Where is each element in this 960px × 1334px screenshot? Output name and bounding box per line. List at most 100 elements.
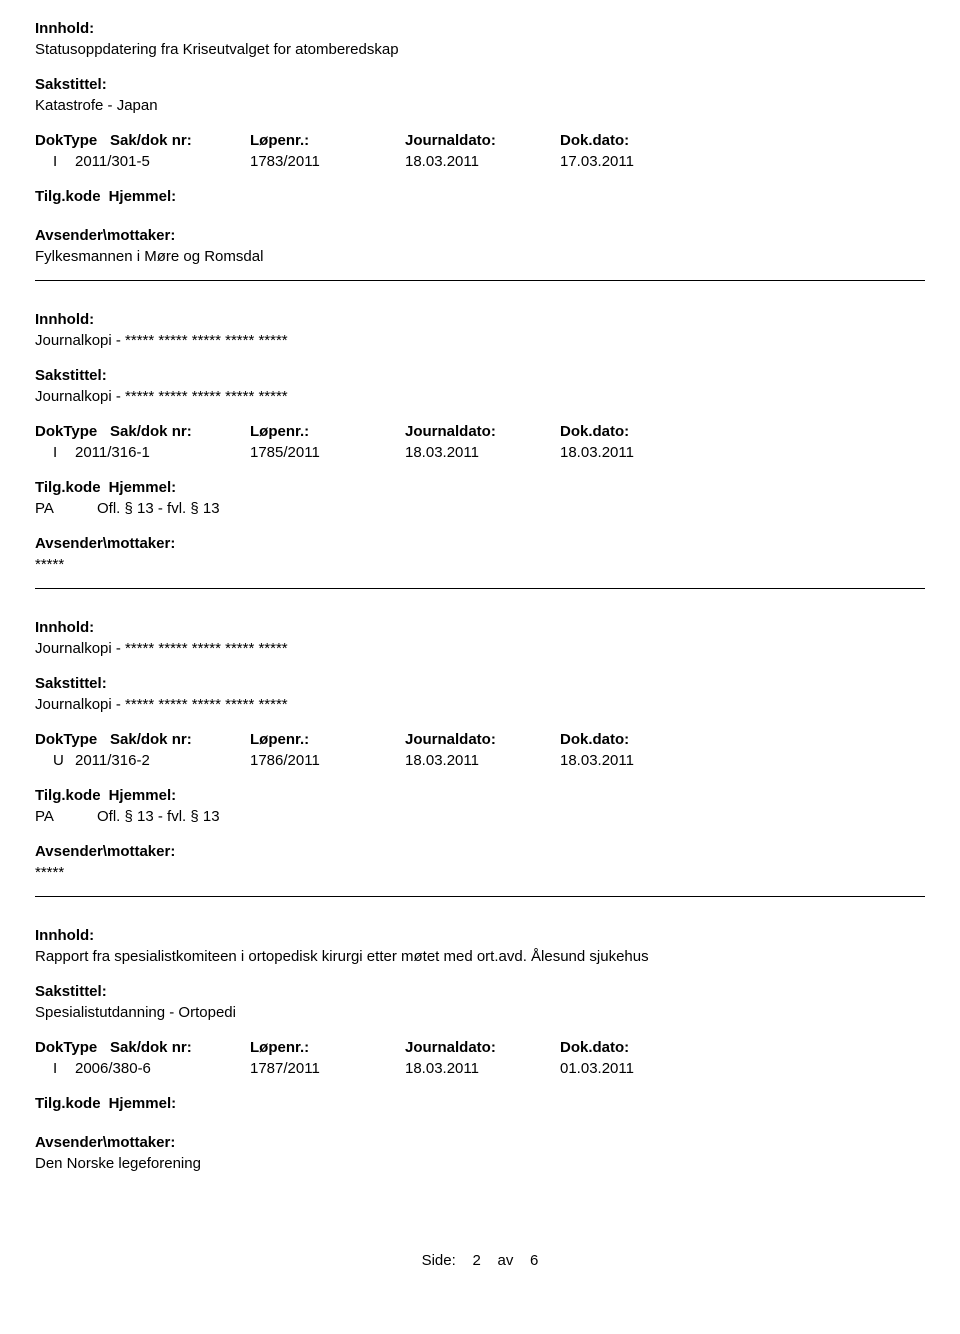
hjemmel-value: Ofl. § 13 - fvl. § 13 [97,808,220,825]
hjemmel-label: Hjemmel: [109,479,177,496]
dokdato-header: Dok.dato: [560,731,715,748]
sakstittel-label: Sakstittel: [35,367,925,384]
sakstittel-value: Journalkopi - ***** ***** ***** ***** **… [35,696,925,713]
tilgkode-label: Tilg.kode [35,188,101,205]
dokdato-value: 17.03.2011 [560,153,715,170]
avsender-label: Avsender\mottaker: [35,227,925,244]
row-headers: DokType Sak/dok nr: Løpenr.: Journaldato… [35,1039,925,1056]
lopenr-value: 1786/2011 [250,752,405,769]
divider [35,588,925,589]
lopenr-header: Løpenr.: [250,132,405,149]
doktype-header: DokType [35,731,110,748]
journaldato-value: 18.03.2011 [405,153,560,170]
row-headers: DokType Sak/dok nr: Løpenr.: Journaldato… [35,731,925,748]
page-footer: Side: 2 av 6 [35,1252,925,1269]
innhold-label: Innhold: [35,311,925,328]
sakdok-header: Sak/dok nr: [110,132,250,149]
doktype-value: I [35,1060,75,1077]
av-label: av [498,1252,514,1269]
sakdok-header: Sak/dok nr: [110,423,250,440]
avsender-label: Avsender\mottaker: [35,1134,925,1151]
tilg-row: Tilg.kode Hjemmel: [35,479,925,496]
sakstittel-label: Sakstittel: [35,675,925,692]
journal-entry: Innhold: Journalkopi - ***** ***** *****… [35,619,925,897]
tilg-value-row: PA Ofl. § 13 - fvl. § 13 [35,808,925,825]
avsender-value: ***** [35,556,925,573]
sakdok-header: Sak/dok nr: [110,1039,250,1056]
page-number: 2 [472,1252,480,1269]
tilg-row: Tilg.kode Hjemmel: [35,1095,925,1112]
dokdato-value: 18.03.2011 [560,444,715,461]
dokdato-value: 01.03.2011 [560,1060,715,1077]
avsender-block: Avsender\mottaker: Fylkesmannen i Møre o… [35,227,925,265]
journaldato-value: 18.03.2011 [405,444,560,461]
avsender-value: Den Norske legeforening [35,1155,925,1172]
tilg-code-value: PA [35,500,97,517]
innhold-value: Journalkopi - ***** ***** ***** ***** **… [35,332,925,349]
innhold-label: Innhold: [35,619,925,636]
journaldato-header: Journaldato: [405,731,560,748]
journal-entry: Innhold: Statusoppdatering fra Kriseutva… [35,20,925,281]
sakstittel-value: Katastrofe - Japan [35,97,925,114]
innhold-value: Journalkopi - ***** ***** ***** ***** **… [35,640,925,657]
journal-entry: Innhold: Rapport fra spesialistkomiteen … [35,927,925,1172]
sakstittel-label: Sakstittel: [35,76,925,93]
hjemmel-value: Ofl. § 13 - fvl. § 13 [97,500,220,517]
innhold-value: Rapport fra spesialistkomiteen i ortoped… [35,948,925,965]
innhold-label: Innhold: [35,20,925,37]
hjemmel-label: Hjemmel: [109,1095,177,1112]
sakdok-value: 2011/316-1 [75,444,250,461]
journaldato-header: Journaldato: [405,132,560,149]
tilg-row: Tilg.kode Hjemmel: [35,188,925,205]
side-label: Side: [422,1252,456,1269]
avsender-value: ***** [35,864,925,881]
doktype-value: I [35,444,75,461]
doktype-header: DokType [35,132,110,149]
row-headers: DokType Sak/dok nr: Løpenr.: Journaldato… [35,423,925,440]
journaldato-header: Journaldato: [405,1039,560,1056]
dokdato-value: 18.03.2011 [560,752,715,769]
journaldato-value: 18.03.2011 [405,752,560,769]
sakdok-value: 2011/301-5 [75,153,250,170]
innhold-label: Innhold: [35,927,925,944]
sakstittel-value: Spesialistutdanning - Ortopedi [35,1004,925,1021]
sakdok-value: 2006/380-6 [75,1060,250,1077]
doktype-header: DokType [35,1039,110,1056]
avsender-block: Avsender\mottaker: ***** [35,843,925,881]
divider [35,896,925,897]
lopenr-value: 1783/2011 [250,153,405,170]
tilgkode-label: Tilg.kode [35,1095,101,1112]
journal-entry: Innhold: Journalkopi - ***** ***** *****… [35,311,925,589]
sakdok-header: Sak/dok nr: [110,731,250,748]
avsender-block: Avsender\mottaker: ***** [35,535,925,573]
doktype-value: U [35,752,75,769]
lopenr-value: 1785/2011 [250,444,405,461]
avsender-label: Avsender\mottaker: [35,535,925,552]
avsender-block: Avsender\mottaker: Den Norske legeforeni… [35,1134,925,1172]
row-values: I 2011/316-1 1785/2011 18.03.2011 18.03.… [35,444,925,461]
sakstittel-label: Sakstittel: [35,983,925,1000]
sakstittel-value: Journalkopi - ***** ***** ***** ***** **… [35,388,925,405]
tilgkode-label: Tilg.kode [35,479,101,496]
avsender-label: Avsender\mottaker: [35,843,925,860]
doktype-header: DokType [35,423,110,440]
doktype-value: I [35,153,75,170]
innhold-value: Statusoppdatering fra Kriseutvalget for … [35,41,925,58]
journaldato-value: 18.03.2011 [405,1060,560,1077]
dokdato-header: Dok.dato: [560,1039,715,1056]
dokdato-header: Dok.dato: [560,132,715,149]
lopenr-header: Løpenr.: [250,1039,405,1056]
total-pages: 6 [530,1252,538,1269]
row-values: I 2011/301-5 1783/2011 18.03.2011 17.03.… [35,153,925,170]
journaldato-header: Journaldato: [405,423,560,440]
tilgkode-label: Tilg.kode [35,787,101,804]
tilg-value-row: PA Ofl. § 13 - fvl. § 13 [35,500,925,517]
row-headers: DokType Sak/dok nr: Løpenr.: Journaldato… [35,132,925,149]
hjemmel-label: Hjemmel: [109,787,177,804]
lopenr-value: 1787/2011 [250,1060,405,1077]
avsender-value: Fylkesmannen i Møre og Romsdal [35,248,925,265]
lopenr-header: Løpenr.: [250,423,405,440]
lopenr-header: Løpenr.: [250,731,405,748]
sakdok-value: 2011/316-2 [75,752,250,769]
tilg-code-value: PA [35,808,97,825]
